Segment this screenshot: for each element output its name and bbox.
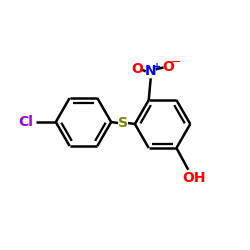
Text: Cl: Cl — [19, 115, 34, 129]
Text: O: O — [131, 62, 143, 76]
Text: N: N — [145, 64, 156, 78]
Text: O: O — [162, 60, 174, 74]
Text: −: − — [171, 56, 182, 69]
Text: OH: OH — [182, 171, 206, 185]
Text: +: + — [152, 62, 161, 72]
Text: S: S — [118, 116, 128, 130]
